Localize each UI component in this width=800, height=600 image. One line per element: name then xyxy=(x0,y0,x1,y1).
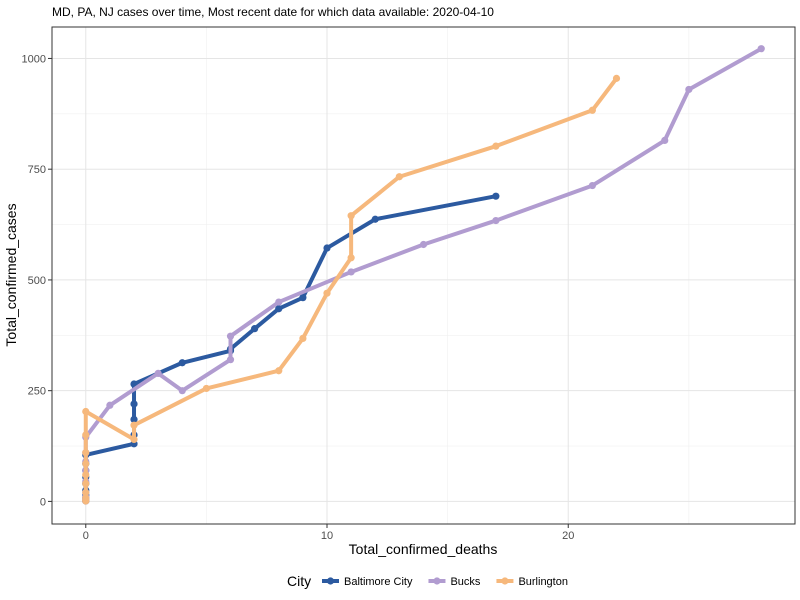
x-tick-label: 20 xyxy=(562,530,574,542)
series-layer xyxy=(82,45,765,505)
legend-key-point xyxy=(433,577,441,585)
data-point-baltimore-city xyxy=(130,400,138,408)
legend-item-burlington: Burlington xyxy=(496,576,568,588)
data-point-burlington xyxy=(347,254,355,262)
data-point-burlington xyxy=(347,212,355,220)
data-point-burlington xyxy=(275,367,283,375)
data-point-baltimore-city xyxy=(251,325,259,333)
legend-key-point xyxy=(326,577,335,585)
series-burlington xyxy=(82,74,621,505)
x-axis: 0 10 20 xyxy=(83,524,574,542)
y-tick-label: 0 xyxy=(40,496,46,508)
x-tick-label: 10 xyxy=(321,530,333,542)
data-point-burlington xyxy=(82,407,90,416)
y-tick-label: 250 xyxy=(28,386,46,398)
y-tick-label: 500 xyxy=(28,275,46,287)
data-point-baltimore-city xyxy=(323,244,331,252)
data-point-burlington xyxy=(82,488,90,497)
plot-panel xyxy=(52,27,795,524)
data-point-bucks xyxy=(106,401,114,409)
data-point-bucks xyxy=(685,85,693,94)
data-point-burlington xyxy=(82,494,90,502)
data-point-burlington xyxy=(82,449,90,457)
data-point-bucks xyxy=(154,369,162,377)
data-point-burlington xyxy=(130,421,138,429)
data-point-burlington xyxy=(323,289,331,297)
data-point-bucks xyxy=(226,332,235,340)
data-point-baltimore-city xyxy=(275,305,283,313)
data-point-burlington xyxy=(588,106,596,114)
legend-label: Burlington xyxy=(518,576,568,588)
data-point-burlington xyxy=(395,173,403,181)
data-point-burlington xyxy=(130,435,138,443)
data-point-burlington xyxy=(82,431,90,439)
y-axis-title: Total_confirmed_cases xyxy=(3,203,19,346)
data-point-bucks xyxy=(226,356,235,364)
data-point-baltimore-city xyxy=(371,215,379,223)
legend-item-bucks: Bucks xyxy=(428,576,481,588)
legend-title: City xyxy=(287,573,311,589)
data-point-bucks xyxy=(661,136,669,144)
plot-border xyxy=(51,26,796,525)
data-point-bucks xyxy=(588,181,596,190)
legend-item-baltimore-city: Baltimore City xyxy=(322,576,413,588)
data-point-burlington xyxy=(299,334,307,343)
data-point-bucks xyxy=(492,216,500,225)
legend: City Baltimore City Bucks Burlington xyxy=(287,573,568,589)
x-axis-title: Total_confirmed_deaths xyxy=(349,541,498,557)
data-point-baltimore-city xyxy=(130,415,138,424)
data-point-bucks xyxy=(275,298,283,306)
data-point-bucks xyxy=(178,387,186,395)
data-point-bucks xyxy=(757,45,765,53)
x-tick-label: 0 xyxy=(83,530,89,542)
chart-title: MD, PA, NJ cases over time, Most recent … xyxy=(52,5,494,19)
data-point-burlington xyxy=(492,142,500,150)
y-tick-label: 1000 xyxy=(22,53,46,65)
series-line-burlington xyxy=(83,76,619,503)
data-point-burlington xyxy=(82,460,90,468)
data-point-baltimore-city xyxy=(299,294,307,302)
data-point-burlington xyxy=(202,384,210,393)
legend-key-point xyxy=(501,577,509,585)
data-point-bucks xyxy=(347,268,355,276)
data-point-burlington xyxy=(612,74,621,82)
y-tick-label: 750 xyxy=(28,164,46,176)
legend-label: Baltimore City xyxy=(344,576,413,588)
data-point-burlington xyxy=(82,480,90,488)
data-point-baltimore-city xyxy=(178,359,186,367)
data-point-burlington xyxy=(82,471,90,479)
data-point-baltimore-city xyxy=(492,192,500,200)
y-axis: 0 250 500 750 1000 xyxy=(22,53,52,508)
legend-label: Bucks xyxy=(450,576,480,588)
data-point-bucks xyxy=(419,240,428,249)
